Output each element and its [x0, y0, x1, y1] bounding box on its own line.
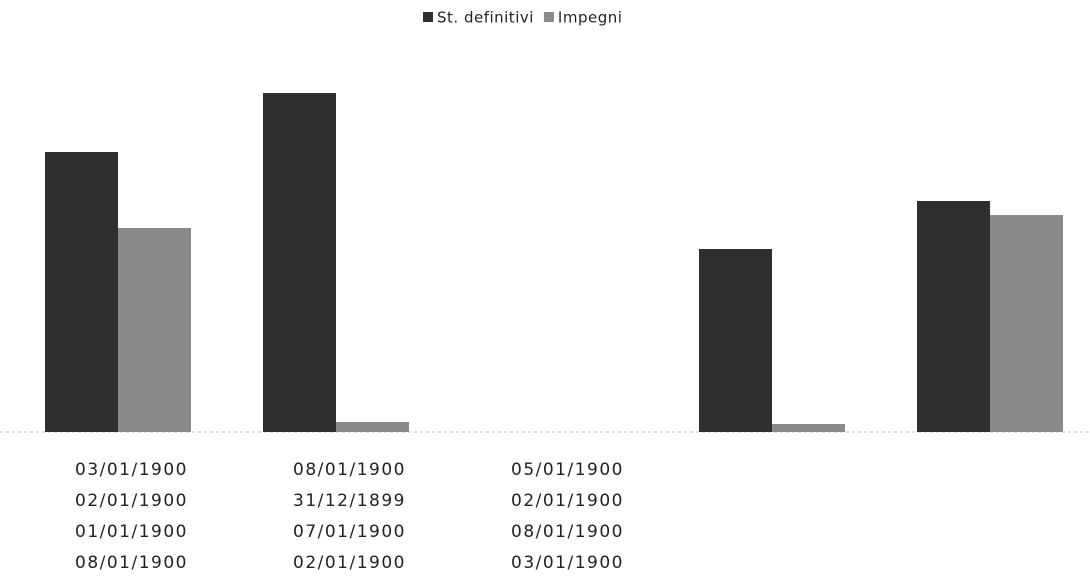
- x-tick-label: 03/01/1900: [75, 460, 188, 480]
- x-tick-label: 08/01/1900: [293, 460, 406, 480]
- bar: [990, 215, 1063, 432]
- x-tick-label: 01/01/1900: [75, 522, 188, 542]
- x-tick-label: 03/01/1900: [511, 553, 624, 573]
- x-tick-label: 31/12/1899: [293, 491, 406, 511]
- bar: [263, 93, 336, 432]
- bar: [772, 424, 845, 432]
- bar: [118, 228, 191, 432]
- x-tick-label: 02/01/1900: [293, 553, 406, 573]
- legend-label: Impegni: [558, 9, 622, 27]
- x-tick-label: 02/01/1900: [511, 491, 624, 511]
- bar: [917, 201, 990, 432]
- x-tick-label: 08/01/1900: [511, 522, 624, 542]
- bar: [336, 422, 409, 432]
- legend-swatch: [423, 12, 433, 22]
- x-tick-label: 02/01/1900: [75, 491, 188, 511]
- x-tick-label: 08/01/1900: [75, 553, 188, 573]
- legend-label: St. definitivi: [437, 9, 534, 27]
- bar: [45, 152, 118, 432]
- legend-swatch: [543, 12, 554, 22]
- x-tick-label: 05/01/1900: [511, 460, 624, 480]
- bar: [699, 249, 772, 432]
- x-tick-label: 07/01/1900: [293, 522, 406, 542]
